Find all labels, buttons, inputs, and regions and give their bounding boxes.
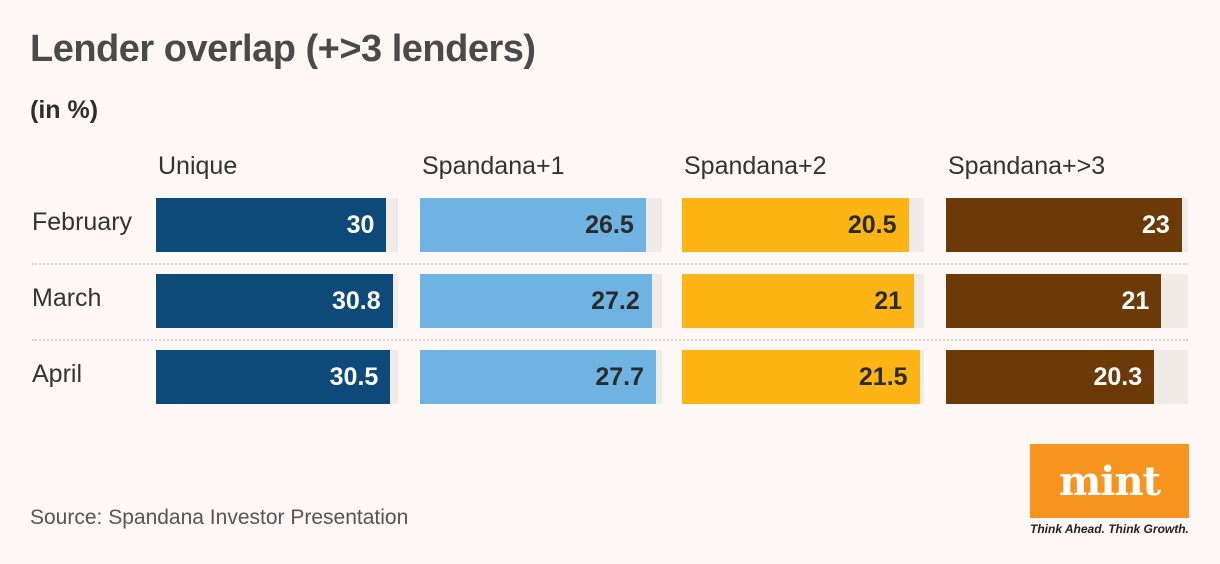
- bar-track: 23: [946, 198, 1188, 252]
- data-label: 30.5: [329, 362, 379, 391]
- chart-subtitle: (in %): [30, 96, 99, 124]
- bar-track: 30.5: [156, 350, 398, 404]
- bar-march-0: 30.8: [156, 274, 393, 328]
- data-label: 21: [1121, 286, 1150, 315]
- bar-february-1: 26.5: [420, 198, 646, 252]
- data-label: 20.5: [847, 210, 897, 239]
- data-label: 30: [346, 210, 375, 239]
- bar-april-2: 21.5: [682, 350, 920, 404]
- bar-track: 21: [682, 274, 924, 328]
- bar-track: 26.5: [420, 198, 662, 252]
- row-label-march: March: [32, 284, 102, 312]
- chart-title: Lender overlap (+>3 lenders): [30, 28, 536, 70]
- data-label: 27.7: [595, 362, 645, 391]
- source-note: Source: Spandana Investor Presentation: [30, 506, 409, 529]
- bar-february-0: 30: [156, 198, 387, 252]
- bar-track: 27.7: [420, 350, 662, 404]
- bar-april-3: 20.3: [946, 350, 1155, 404]
- column-header-1: Spandana+1: [422, 152, 565, 180]
- row-label-february: February: [32, 208, 133, 236]
- bar-february-2: 20.5: [682, 198, 909, 252]
- bar-february-3: 23: [946, 198, 1182, 252]
- row-divider: [32, 339, 1188, 341]
- data-label: 23: [1142, 210, 1170, 239]
- data-label: 26.5: [585, 210, 634, 239]
- bar-april-0: 30.5: [156, 350, 391, 404]
- mint-logo: mint: [1030, 444, 1189, 518]
- bar-track: 30.8: [156, 274, 398, 328]
- bar-track: 20.3: [946, 350, 1188, 404]
- data-label: 30.8: [331, 286, 381, 315]
- column-header-0: Unique: [158, 152, 238, 180]
- logo-tagline: Think Ahead. Think Growth.: [1030, 522, 1189, 536]
- data-label: 27.2: [591, 286, 640, 315]
- bar-track: 20.5: [682, 198, 924, 252]
- data-label: 21.5: [858, 362, 908, 391]
- bar-track: 27.2: [420, 274, 662, 328]
- bar-april-1: 27.7: [420, 350, 657, 404]
- data-label: 20.3: [1093, 362, 1143, 391]
- bar-track: 30: [156, 198, 398, 252]
- row-label-april: April: [32, 360, 83, 388]
- bar-track: 21.5: [682, 350, 924, 404]
- column-header-3: Spandana+>3: [948, 152, 1106, 180]
- data-label: 21: [874, 286, 903, 315]
- bar-march-3: 21: [946, 274, 1162, 328]
- bar-march-2: 21: [682, 274, 915, 328]
- column-header-2: Spandana+2: [684, 152, 827, 180]
- row-divider: [32, 263, 1188, 265]
- bar-track: 21: [946, 274, 1188, 328]
- logo-text: mint: [1058, 457, 1161, 505]
- bar-march-1: 27.2: [420, 274, 652, 328]
